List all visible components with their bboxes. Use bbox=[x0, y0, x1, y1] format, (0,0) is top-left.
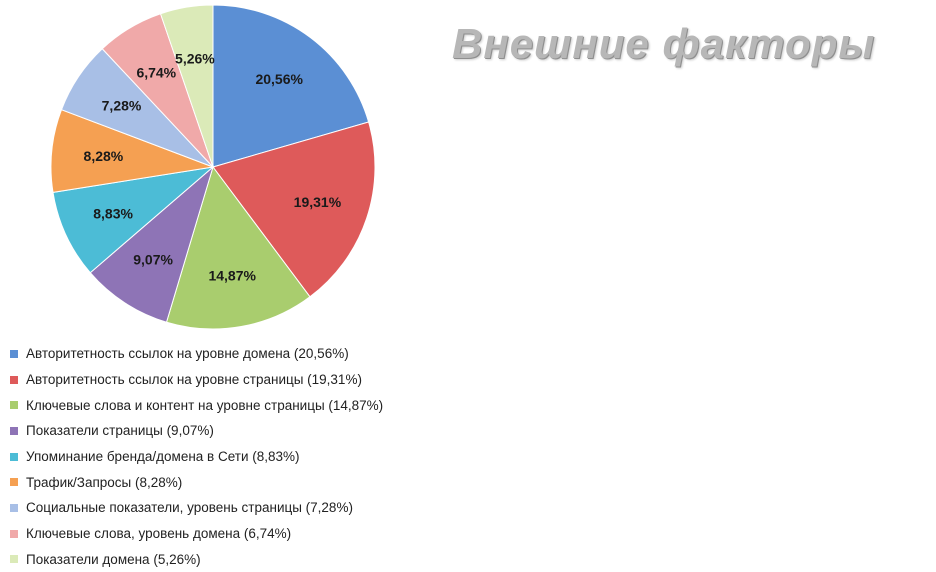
legend-label: Показатели домена (5,26%) bbox=[26, 552, 201, 567]
legend-swatch bbox=[10, 427, 18, 435]
legend-swatch bbox=[10, 350, 18, 358]
legend-label: Показатели страницы (9,07%) bbox=[26, 423, 214, 438]
legend-swatch bbox=[10, 453, 18, 461]
legend-item: Социальные показатели, уровень страницы … bbox=[10, 495, 383, 521]
legend-swatch bbox=[10, 376, 18, 384]
legend-label: Ключевые слова и контент на уровне стран… bbox=[26, 398, 383, 413]
legend-item: Ключевые слова, уровень домена (6,74%) bbox=[10, 521, 383, 547]
legend-swatch bbox=[10, 530, 18, 538]
pie-chart: 20,56% 19,31% 14,87% 9,07% 8,83% 8,28% 7,28% 6,… bbox=[0, 0, 400, 340]
legend-item: Авторитетность ссылок на уровне страницы… bbox=[10, 367, 383, 393]
chart-title: Внешние факторы bbox=[452, 20, 875, 68]
legend-swatch bbox=[10, 478, 18, 486]
slice-label-2: 19,31% bbox=[294, 194, 342, 210]
legend-swatch bbox=[10, 401, 18, 409]
legend-item: Показатели домена (5,26%) bbox=[10, 547, 383, 572]
slice-label-6: 8,28% bbox=[84, 148, 124, 164]
legend-item: Показатели страницы (9,07%) bbox=[10, 418, 383, 444]
legend-label: Ключевые слова, уровень домена (6,74%) bbox=[26, 526, 291, 541]
legend-label: Трафик/Запросы (8,28%) bbox=[26, 475, 182, 490]
slice-label-4: 9,07% bbox=[133, 251, 173, 267]
slice-label-8: 6,74% bbox=[136, 65, 176, 81]
legend-item: Авторитетность ссылок на уровне домена (… bbox=[10, 341, 383, 367]
legend-label: Упоминание бренда/домена в Сети (8,83%) bbox=[26, 449, 300, 464]
legend-swatch bbox=[10, 504, 18, 512]
slice-label-1: 20,56% bbox=[255, 71, 303, 87]
slice-label-5: 8,83% bbox=[93, 205, 133, 221]
legend-item: Трафик/Запросы (8,28%) bbox=[10, 469, 383, 495]
legend-swatch bbox=[10, 555, 18, 563]
legend-label: Социальные показатели, уровень страницы … bbox=[26, 500, 353, 515]
legend-label: Авторитетность ссылок на уровне домена (… bbox=[26, 346, 349, 361]
slice-label-7: 7,28% bbox=[102, 98, 142, 114]
slice-label-9: 5,26% bbox=[175, 50, 215, 66]
legend-item: Упоминание бренда/домена в Сети (8,83%) bbox=[10, 444, 383, 470]
legend-item: Ключевые слова и контент на уровне стран… bbox=[10, 392, 383, 418]
legend-label: Авторитетность ссылок на уровне страницы… bbox=[26, 372, 362, 387]
chart-legend: Авторитетность ссылок на уровне домена (… bbox=[10, 341, 383, 572]
slice-label-3: 14,87% bbox=[208, 268, 256, 284]
